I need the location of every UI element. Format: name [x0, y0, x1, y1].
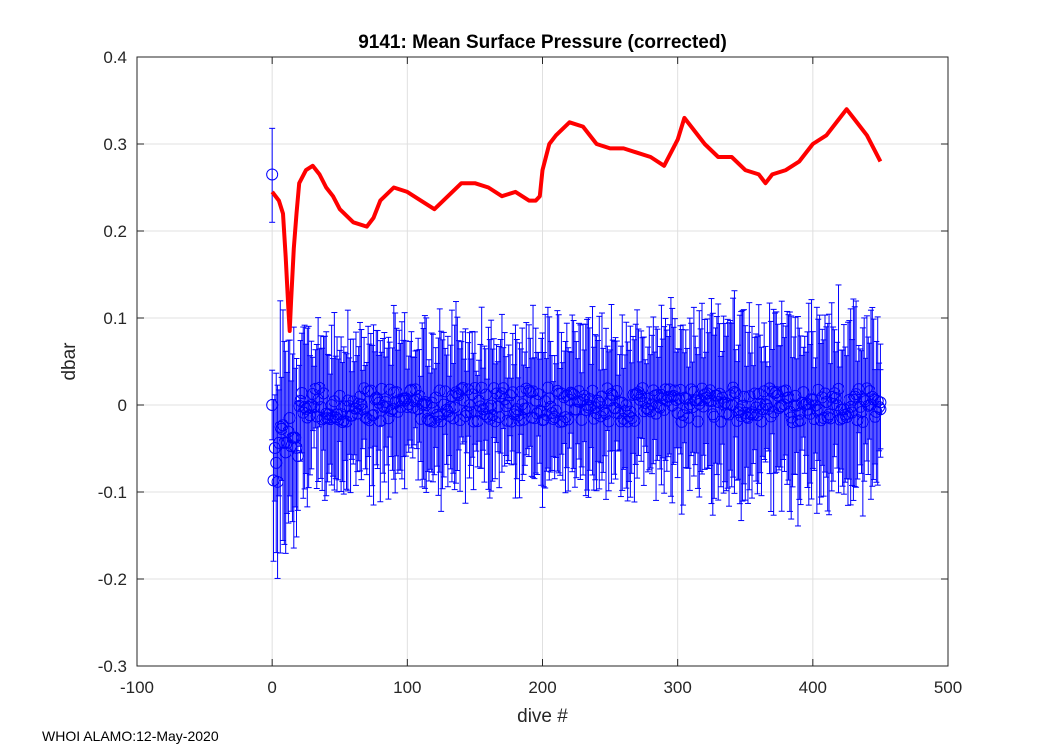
footer-stamp: WHOI ALAMO:12-May-2020 [42, 728, 219, 744]
x-tick-label: 300 [663, 678, 691, 697]
y-tick-label: -0.3 [98, 657, 127, 676]
y-tick-label: 0 [118, 396, 127, 415]
data-point [266, 168, 279, 181]
x-tick-label: 500 [934, 678, 962, 697]
y-tick-label: -0.2 [98, 570, 127, 589]
data-point [266, 399, 279, 411]
y-axis-label: dbar [59, 342, 80, 381]
data-point [873, 400, 886, 413]
x-tick-label: 100 [393, 678, 421, 697]
y-tick-label: 0.4 [103, 48, 127, 67]
data-point [871, 395, 884, 408]
y-tick-label: 0.3 [103, 135, 127, 154]
y-tick-label: 0.2 [103, 222, 127, 241]
x-axis-label: dive # [517, 706, 568, 727]
chart-title: 9141: Mean Surface Pressure (corrected) [358, 32, 727, 53]
data-point [874, 396, 887, 409]
x-tick-label: 0 [267, 678, 276, 697]
x-tick-label: -100 [120, 678, 154, 697]
x-tick-label: 400 [799, 678, 827, 697]
red-smoothed-series [270, 107, 883, 333]
y-tick-label: 0.1 [103, 309, 127, 328]
y-tick-label: -0.1 [98, 483, 127, 502]
x-tick-label: 200 [528, 678, 556, 697]
tick-labels: -100 0 100 200 300 400 500 -0.3 -0.2 -0.1 0 0.1 0.2 0… [98, 48, 962, 697]
smoothed-line [270, 107, 883, 333]
tick-marks [136, 56, 949, 667]
blue-errorbar-series [266, 127, 887, 579]
